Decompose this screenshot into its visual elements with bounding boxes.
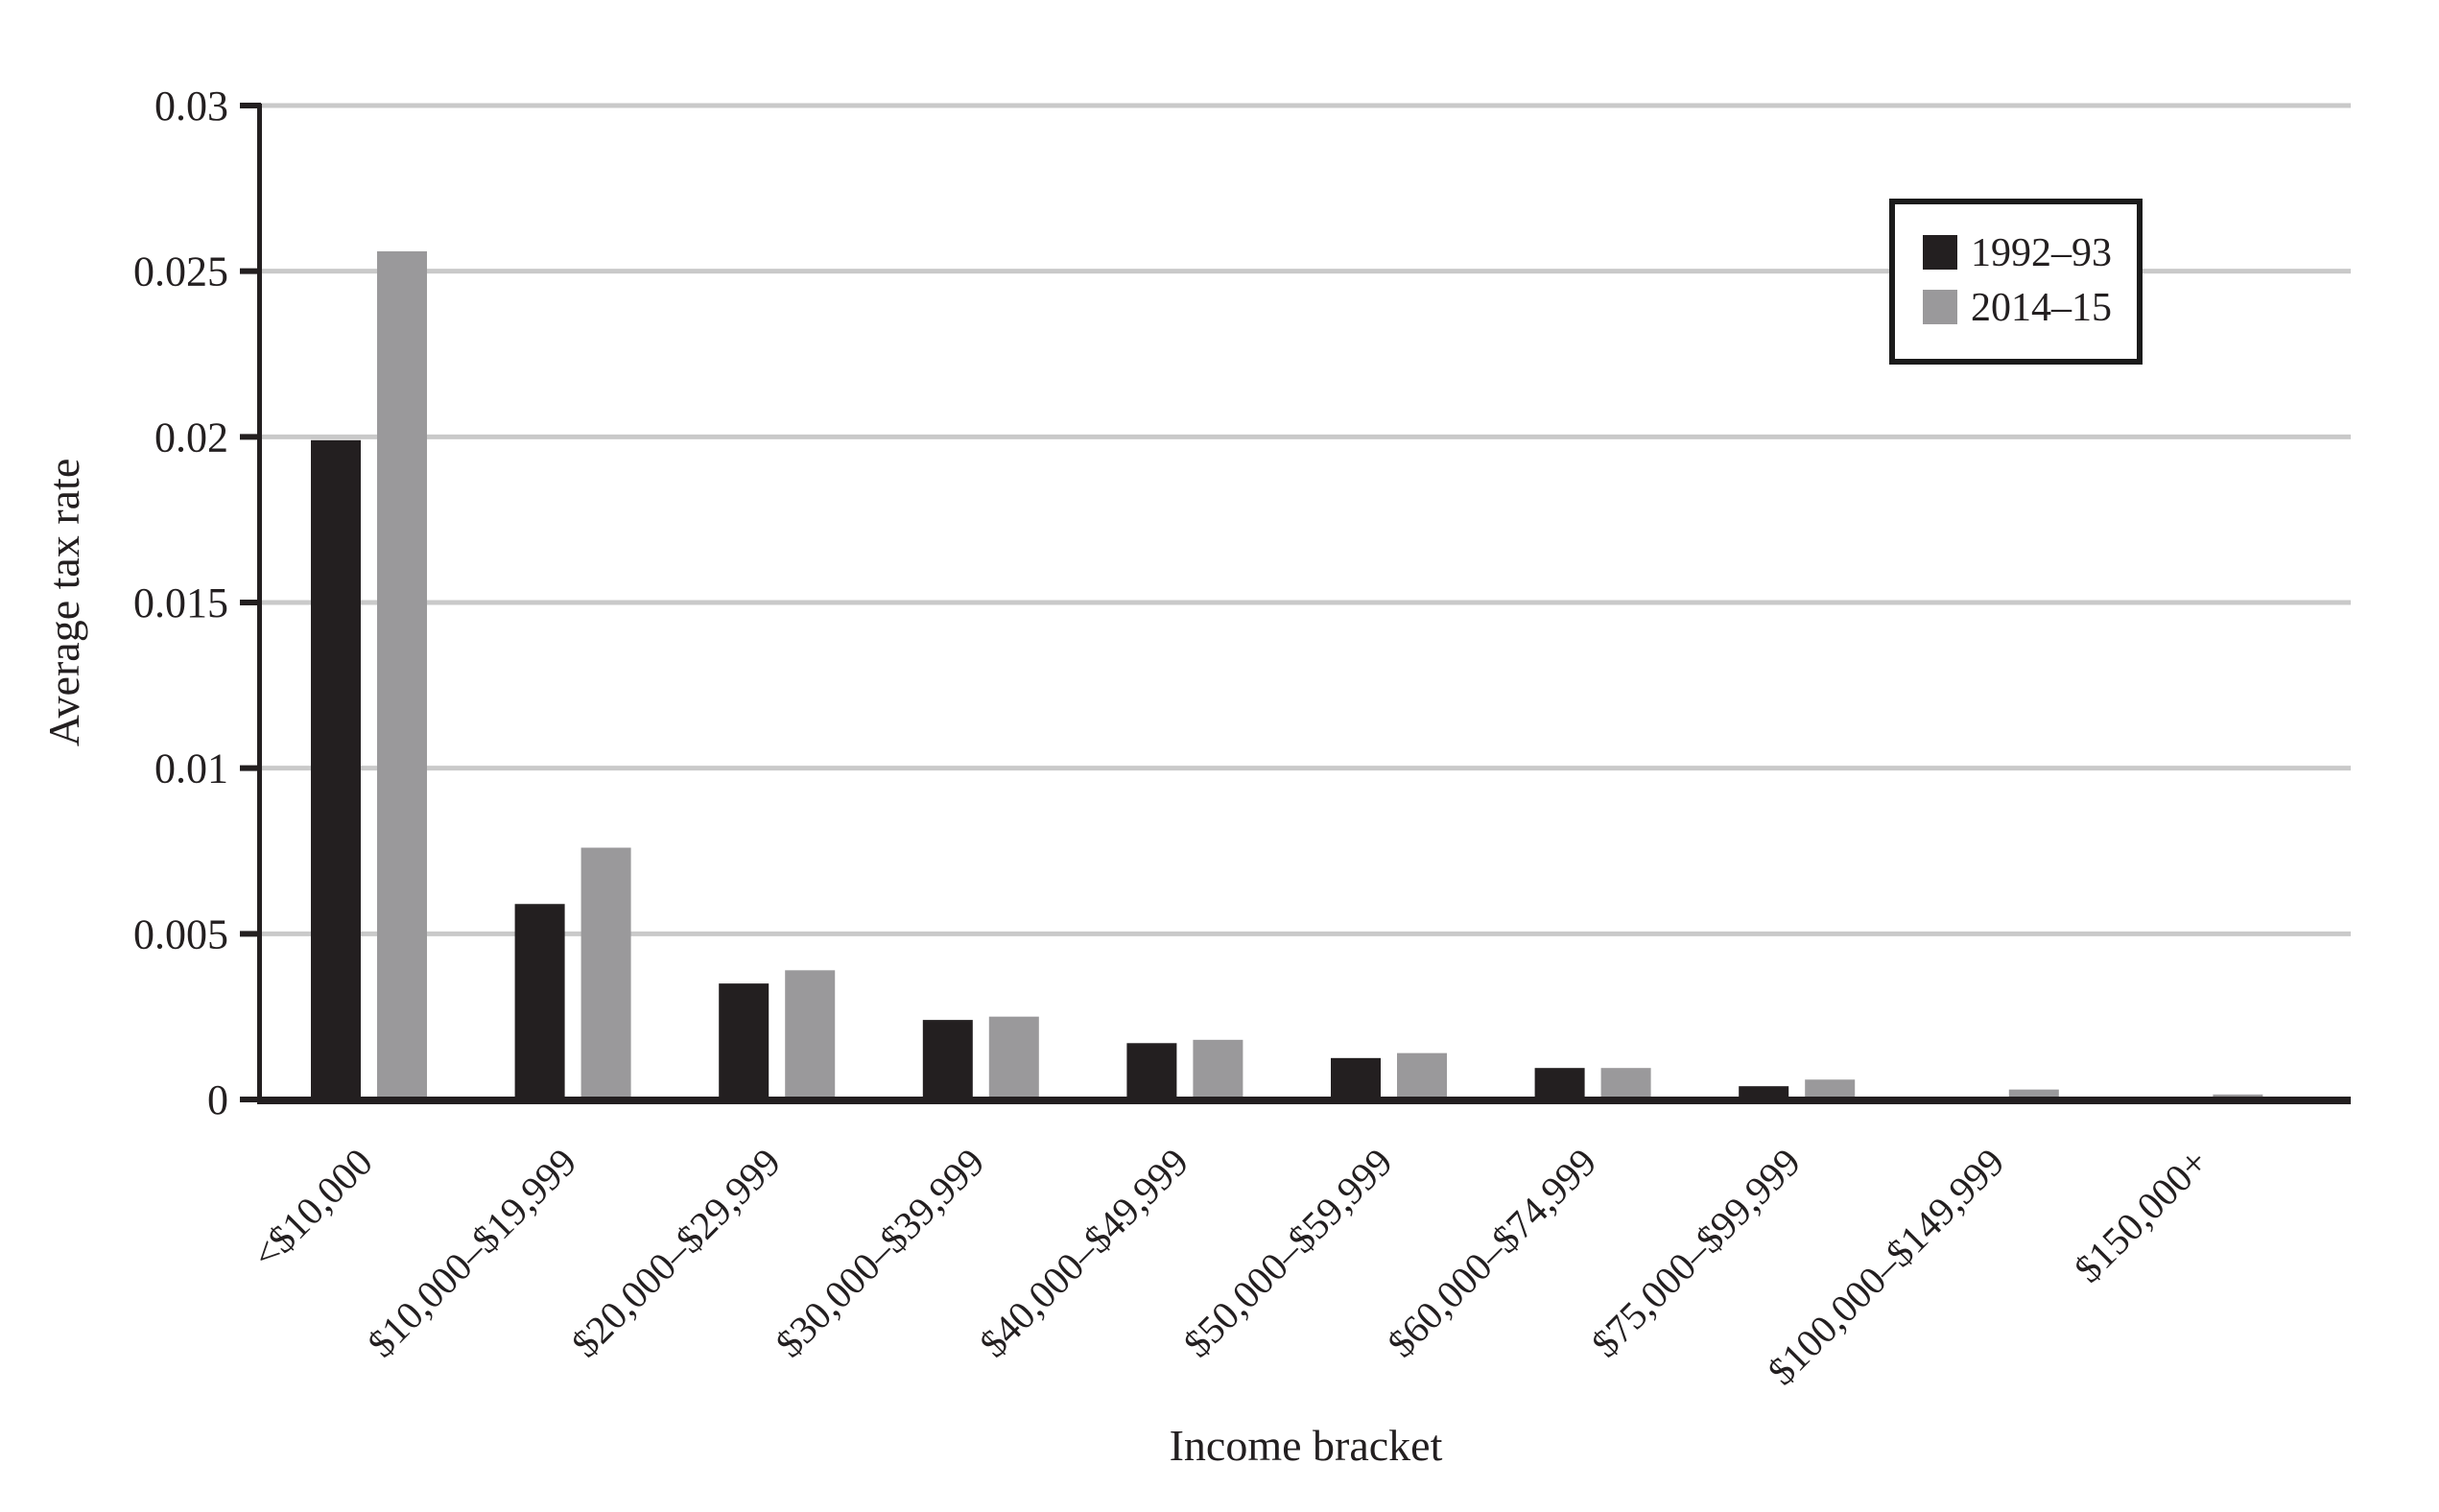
bar-2014-15-8 [2008, 1089, 2059, 1099]
bar-2014-15-0 [377, 250, 427, 1099]
bar-1992-93-2 [719, 983, 770, 1099]
bar-2014-15-5 [1397, 1052, 1447, 1099]
x-category-label-2: $20,000–$29,999 [563, 1140, 789, 1365]
x-axis-title: Income bracket [1170, 1421, 1443, 1470]
legend-swatch-1992-93 [1923, 235, 1957, 270]
bar-2014-15-4 [1193, 1039, 1243, 1099]
bar-2014-15-7 [1805, 1079, 1856, 1099]
y-tick-label-0.025: 0.025 [133, 248, 228, 295]
x-category-label-5: $50,000–$59,999 [1174, 1140, 1400, 1365]
x-axis-line [257, 1097, 2351, 1104]
legend-label-1992-93: 1992–93 [1971, 231, 2112, 275]
y-tick-label-0.015: 0.015 [133, 579, 228, 626]
x-category-label-4: $40,000–$49,999 [971, 1140, 1196, 1365]
legend-swatch-2014-15 [1923, 290, 1957, 324]
bar-1992-93-1 [514, 904, 565, 1099]
bar-1992-93-3 [922, 1020, 973, 1099]
x-category-label-1: $10,000–$19,999 [359, 1140, 584, 1365]
y-tick-label-0.01: 0.01 [154, 745, 228, 792]
bar-1992-93-6 [1534, 1068, 1585, 1099]
bar-2014-15-3 [988, 1016, 1039, 1099]
bar-1992-93-5 [1331, 1057, 1381, 1099]
y-axis-title: Average tax rate [39, 459, 88, 747]
legend: 1992–93 2014–15 [1889, 199, 2143, 365]
x-category-label-6: $60,000–$74,999 [1379, 1140, 1604, 1365]
bar-1992-93-4 [1126, 1043, 1177, 1099]
legend-label-2014-15: 2014–15 [1971, 286, 2112, 330]
bar-2014-15-2 [785, 970, 836, 1099]
bar-2014-15-6 [1600, 1068, 1651, 1099]
bar-2014-15-1 [580, 847, 631, 1099]
y-tick-label-0.02: 0.02 [154, 413, 228, 461]
x-category-label-0: <$10,000 [244, 1140, 381, 1277]
y-tick-label-0: 0 [207, 1076, 228, 1123]
y-tick-label-0.005: 0.005 [133, 910, 228, 957]
legend-box [1889, 199, 2143, 365]
x-axis-category-labels: <$10,000$10,000–$19,999$20,000–$29,999$3… [244, 1140, 2217, 1393]
bar-series [311, 250, 2263, 1100]
x-category-label-7: $75,000–$99,999 [1583, 1140, 1809, 1365]
x-category-label-3: $30,000–$39,999 [767, 1140, 992, 1365]
x-category-label-9: $150,000+ [2066, 1140, 2217, 1291]
gridlines [261, 103, 2351, 936]
y-tick-label-0.03: 0.03 [154, 83, 228, 130]
y-axis-ticks: 0 0.005 0.01 0.015 0.02 0.025 0.03 [133, 83, 261, 1123]
bar-1992-93-0 [311, 439, 361, 1100]
bar-1992-93-7 [1739, 1086, 1789, 1099]
